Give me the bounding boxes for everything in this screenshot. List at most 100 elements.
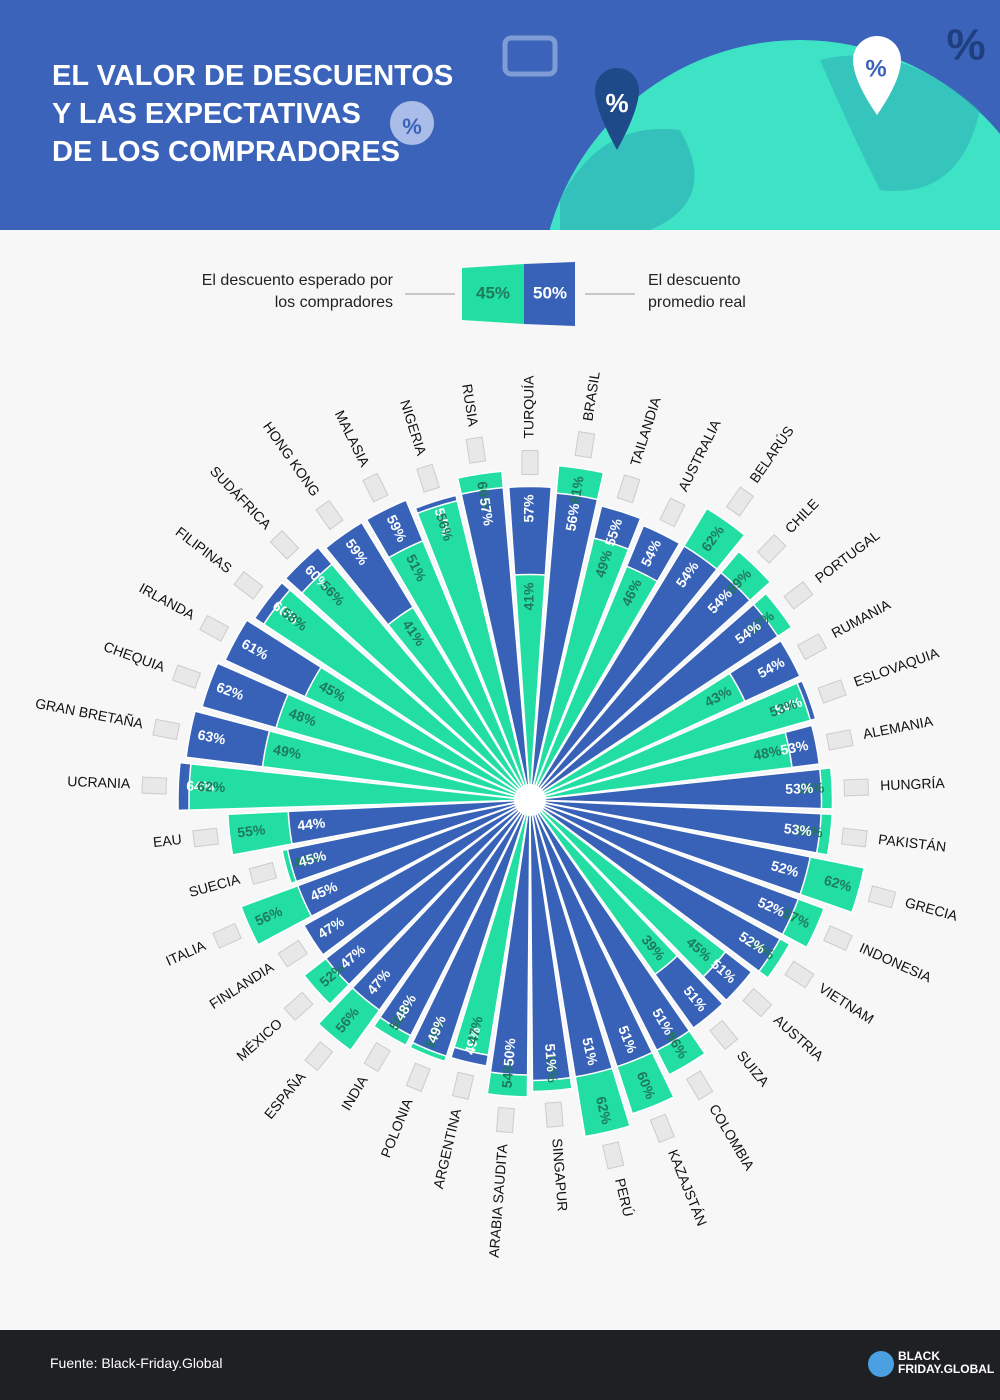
logo-text: FRIDAY.GLOBAL [898, 1362, 995, 1376]
country-label: UCRANIA [67, 773, 131, 791]
country-label: VIETNAM [816, 980, 877, 1027]
wedge [300, 563, 531, 801]
country-label: RUSIA [459, 383, 481, 428]
symbol: % [946, 21, 985, 70]
flag [171, 664, 202, 689]
symbols: %%%% [402, 21, 985, 139]
header-art: %%%% [390, 21, 1000, 230]
legend-label: El descuento promedio real [648, 272, 746, 311]
country-label: AUSTRALIA [675, 416, 724, 493]
wedge [529, 799, 691, 1052]
wedge [275, 693, 531, 801]
wedge [324, 799, 531, 986]
wedge [302, 799, 531, 956]
country-label: SUECIA [187, 871, 242, 900]
symbol: % [865, 55, 886, 82]
flag [796, 633, 828, 661]
logo-icon [868, 1351, 894, 1377]
logo-text: BLACK [898, 1349, 940, 1363]
wedge [304, 666, 531, 801]
country-label: BELARÚS [746, 423, 797, 486]
wedge [529, 682, 812, 801]
flag [192, 827, 220, 848]
wedge [386, 606, 531, 801]
value-label: 51% [579, 1036, 601, 1067]
value-label: 49% [272, 741, 303, 762]
country-label: GRAN BRETAÑA [34, 695, 145, 732]
wedge [529, 799, 812, 896]
country-label: MÉXICO [233, 1015, 285, 1064]
value-label: 52% [769, 857, 801, 880]
country-label: TURQUÍA [521, 375, 537, 439]
value-label: 57% [477, 497, 497, 528]
flag [269, 530, 300, 560]
flag [315, 499, 344, 531]
country-label: ALEMANIA [862, 713, 935, 742]
flag [248, 861, 278, 885]
wedge [529, 492, 599, 801]
chart: 45% 50% 57% 41% TURQUÍA 61%56% BRASIL 55% 49% T… [34, 262, 960, 1258]
wedge [529, 731, 793, 801]
wedge [529, 565, 659, 801]
country-label: SUIZA [734, 1048, 773, 1090]
country-label: AUSTRIA [771, 1012, 827, 1065]
flag [823, 925, 853, 951]
flag [283, 991, 314, 1021]
country-label: ESLOVAQUIA [852, 644, 942, 689]
flag [304, 1041, 334, 1072]
flag [544, 1101, 564, 1128]
wedge [529, 799, 727, 978]
country-label: SINGAPUR [549, 1138, 571, 1212]
value-label: 53% [785, 780, 814, 797]
country-label: BRASIL [579, 370, 602, 422]
wedge [387, 539, 531, 801]
plot: 57% 41% TURQUÍA 61%56% BRASIL 55% 49% TAILANDIA… [34, 370, 960, 1258]
continent [820, 55, 980, 191]
flag [825, 729, 854, 751]
value-label: 46% [291, 848, 323, 871]
country-label: HUNGRÍA [880, 775, 946, 793]
logo: BLACK FRIDAY.GLOBAL [898, 1350, 994, 1376]
country-label: GRECIA [903, 894, 960, 924]
country-label: EAU [152, 831, 182, 850]
wedge [286, 799, 531, 883]
value-label: 53% [779, 737, 810, 758]
flag [141, 776, 168, 795]
value-label: 63% [196, 726, 227, 747]
wedge [529, 768, 823, 810]
flag [756, 533, 787, 564]
wedge [529, 799, 654, 1068]
flag [659, 497, 686, 528]
value-label: 47% [464, 1014, 486, 1045]
country-label: NIGERIA [397, 398, 430, 458]
value-label: 45% [297, 847, 329, 870]
country-label: ARGENTINA [430, 1106, 464, 1190]
country-label: POLONIA [377, 1096, 415, 1160]
flag [843, 778, 870, 797]
wedge [529, 545, 719, 801]
value-label: 62% [593, 1095, 615, 1126]
wedge [296, 799, 531, 918]
wedge [261, 729, 531, 801]
flag [277, 939, 308, 968]
legend-swatch [462, 264, 524, 324]
flag [152, 718, 181, 741]
country-label: PORTUGAL [812, 527, 883, 586]
flag [840, 827, 868, 848]
country-label: COLOMBIA [706, 1101, 758, 1173]
source: Fuente: Black-Friday.Global [50, 1355, 223, 1371]
flag [495, 1106, 515, 1134]
flag [212, 922, 242, 949]
title-line: DE LOS COMPRADORES [52, 136, 401, 168]
wedge [529, 799, 800, 936]
value-label: 64% [186, 778, 215, 795]
wedge [287, 799, 531, 845]
value-label: 57% [521, 494, 537, 523]
wedge [529, 603, 779, 801]
flag [616, 474, 641, 504]
value-label: 44% [296, 814, 326, 833]
wedge [416, 499, 531, 801]
country-label: INDIA [338, 1072, 371, 1113]
country-label: RUMANIA [829, 596, 894, 641]
